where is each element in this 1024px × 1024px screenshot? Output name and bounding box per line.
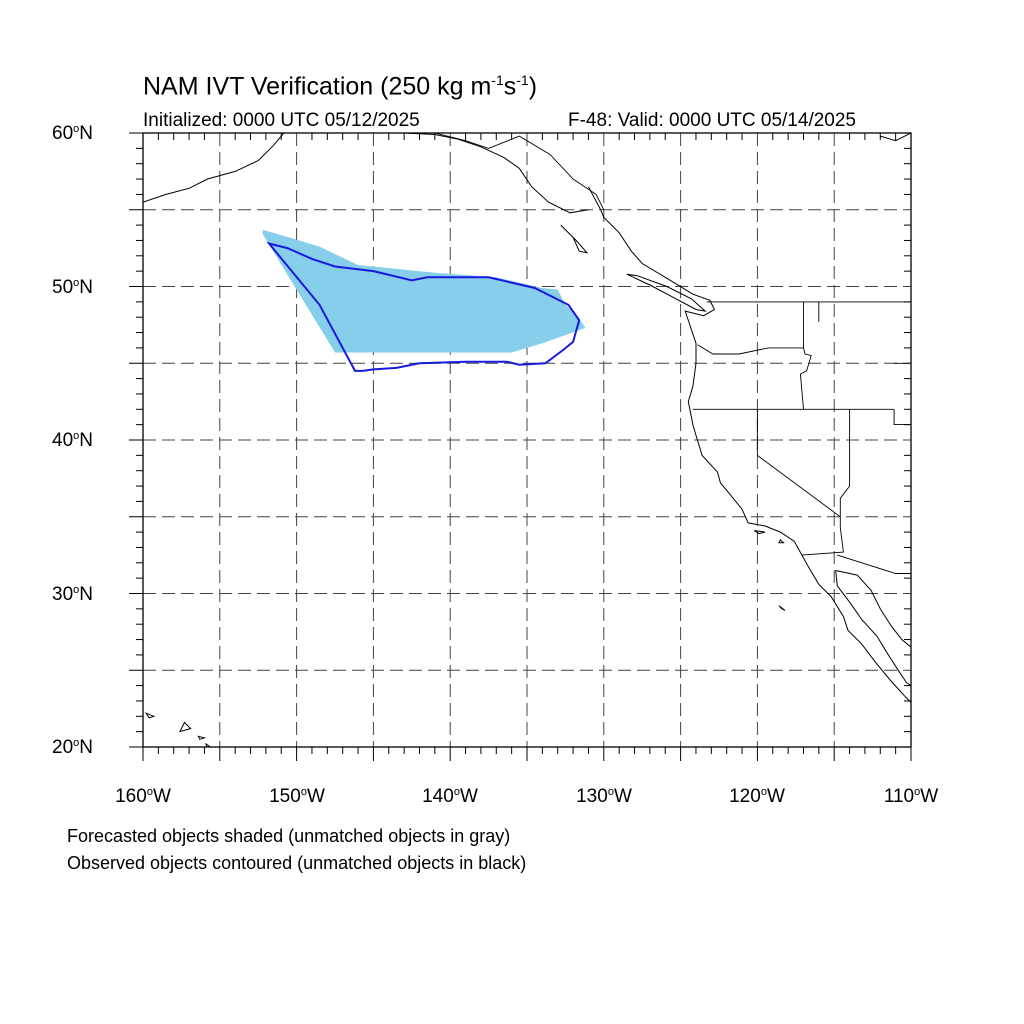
forecast-legend-note: Forecasted objects shaded (unmatched obj… bbox=[67, 826, 511, 846]
lon-label-140w: 140oW bbox=[422, 786, 478, 807]
lon-label-150w: 150oW bbox=[269, 786, 325, 807]
coastline bbox=[587, 186, 911, 703]
lat-label-40n: 40oN bbox=[52, 430, 93, 451]
axis-ticks bbox=[129, 132, 912, 761]
coastline bbox=[880, 133, 911, 142]
forecast-object-shaded bbox=[262, 229, 586, 353]
plot-frame bbox=[142, 132, 912, 748]
political-border bbox=[839, 409, 851, 517]
lon-label-130w: 130oW bbox=[576, 786, 632, 807]
political-border bbox=[893, 409, 911, 426]
island-outline bbox=[144, 712, 156, 719]
island-outline bbox=[778, 538, 785, 544]
political-border bbox=[697, 344, 804, 355]
coastline bbox=[835, 570, 911, 648]
political-border bbox=[837, 554, 911, 574]
island-outline bbox=[754, 530, 766, 535]
lat-label-30n: 30oN bbox=[52, 584, 93, 605]
graticule-grid bbox=[143, 133, 911, 747]
lat-label-60n: 60oN bbox=[52, 123, 93, 144]
political-border bbox=[801, 516, 844, 556]
map-layers bbox=[143, 133, 911, 747]
coastline bbox=[143, 133, 285, 203]
valid-time: F-48: Valid: 0000 UTC 05/14/2025 bbox=[568, 110, 856, 131]
initialized-time: Initialized: 0000 UTC 05/12/2025 bbox=[143, 110, 420, 131]
lon-label-160w: 160oW bbox=[115, 786, 171, 807]
observed-object-contour bbox=[266, 241, 581, 372]
lat-label-50n: 50oN bbox=[52, 277, 93, 298]
chart-title: NAM IVT Verification (250 kg m-1s-1) bbox=[143, 72, 538, 101]
lon-label-110w: 110oW bbox=[883, 786, 939, 807]
coastline bbox=[835, 570, 911, 687]
island-outline bbox=[178, 721, 192, 733]
political-border bbox=[434, 133, 605, 211]
island-outline bbox=[560, 224, 589, 254]
coastline bbox=[400, 133, 589, 214]
observed-legend-note: Observed objects contoured (unmatched ob… bbox=[67, 853, 527, 873]
political-border bbox=[756, 409, 841, 518]
island-outline bbox=[778, 605, 786, 611]
political-border bbox=[799, 301, 812, 410]
lat-label-20n: 20oN bbox=[52, 737, 93, 758]
island-outline bbox=[626, 273, 707, 312]
lon-label-120w: 120oW bbox=[729, 786, 785, 807]
island-outline bbox=[197, 735, 207, 740]
